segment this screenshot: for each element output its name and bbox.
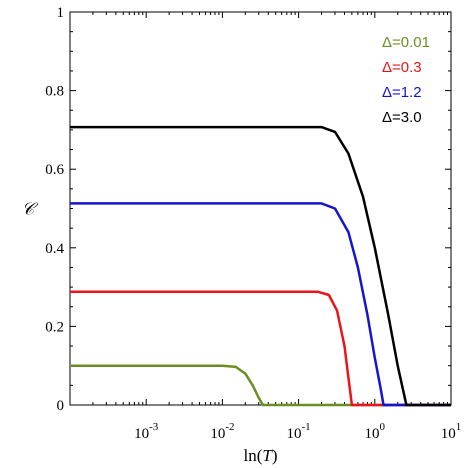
x-tick-label: 100 — [365, 421, 386, 442]
y-tick-label: 0.4 — [45, 241, 64, 257]
y-tick-labels: 0 0.2 0.4 0.6 0.8 1 — [45, 5, 64, 414]
legend-entry: Δ=1.2 — [382, 84, 422, 101]
series-line — [70, 125, 451, 407]
y-tick-label: 0 — [57, 398, 65, 414]
y-tick-label: 0.2 — [45, 319, 64, 335]
y-tick-label: 0.6 — [45, 162, 64, 178]
x-tick-label: 101 — [441, 421, 462, 442]
x-axis-title: ln(T) — [243, 446, 277, 465]
legend-entry: Δ=3.0 — [382, 109, 422, 126]
y-tick-label: 1 — [57, 5, 65, 21]
y-tick-label: 0.8 — [45, 84, 64, 100]
x-tick-label: 10-2 — [210, 421, 234, 442]
x-tick-labels: 10-3 10-2 10-1 100 101 — [134, 421, 461, 442]
series-line — [70, 364, 451, 407]
y-axis-title: 𝒞 — [22, 200, 39, 219]
legend-entry: Δ=0.3 — [382, 59, 422, 76]
x-tick-label: 10-1 — [287, 421, 311, 442]
series-lines — [70, 125, 451, 407]
x-tick-label: 10-3 — [134, 421, 159, 442]
legend-entry: Δ=0.01 — [382, 34, 430, 51]
legend: Δ=0.01 Δ=0.3 Δ=1.2 Δ=3.0 — [382, 34, 430, 126]
series-line — [70, 290, 451, 407]
series-line — [70, 202, 451, 407]
